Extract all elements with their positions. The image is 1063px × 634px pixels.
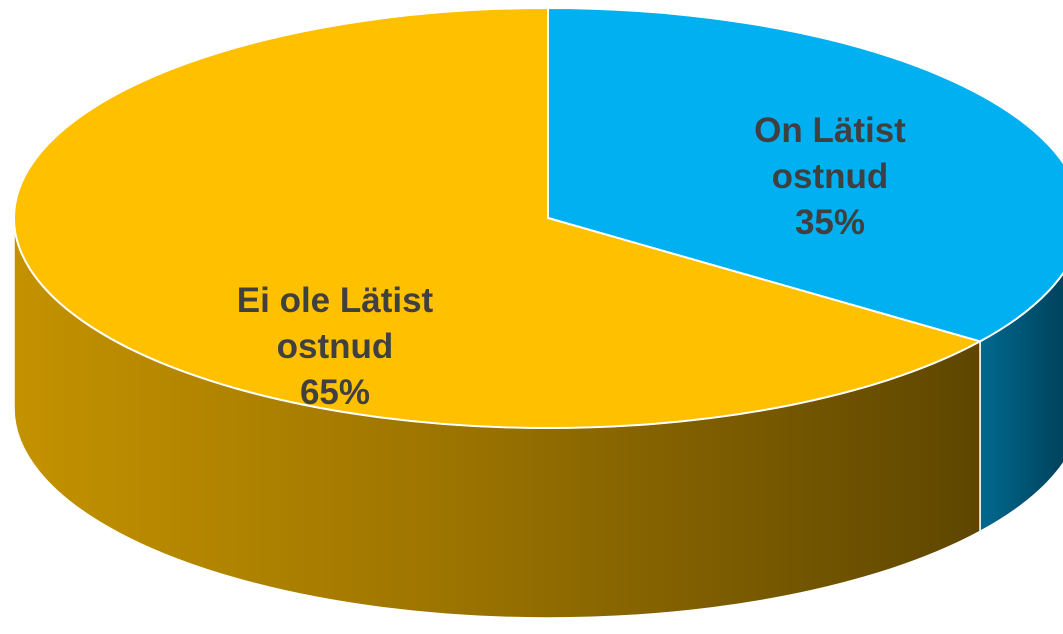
slice-label-line: ostnud bbox=[771, 157, 889, 196]
slice-label-ei-ole-latist-ostnud: Ei ole Lätist ostnud 65% bbox=[205, 278, 465, 416]
slice-label-line: ostnud bbox=[276, 327, 394, 366]
pie-slice-ei-ole-l-tist-ostnud bbox=[13, 6, 983, 429]
slice-value-label: 35% bbox=[794, 203, 866, 242]
slice-value-label: 65% bbox=[299, 373, 371, 412]
slice-label-line: Ei ole Lätist bbox=[236, 281, 434, 320]
slice-label-line: On Lätist bbox=[754, 111, 906, 150]
slice-label-on-latist-ostnud: On Lätist ostnud 35% bbox=[700, 108, 960, 246]
pie-slice-on-l-tist-ostnud bbox=[547, 6, 1063, 343]
